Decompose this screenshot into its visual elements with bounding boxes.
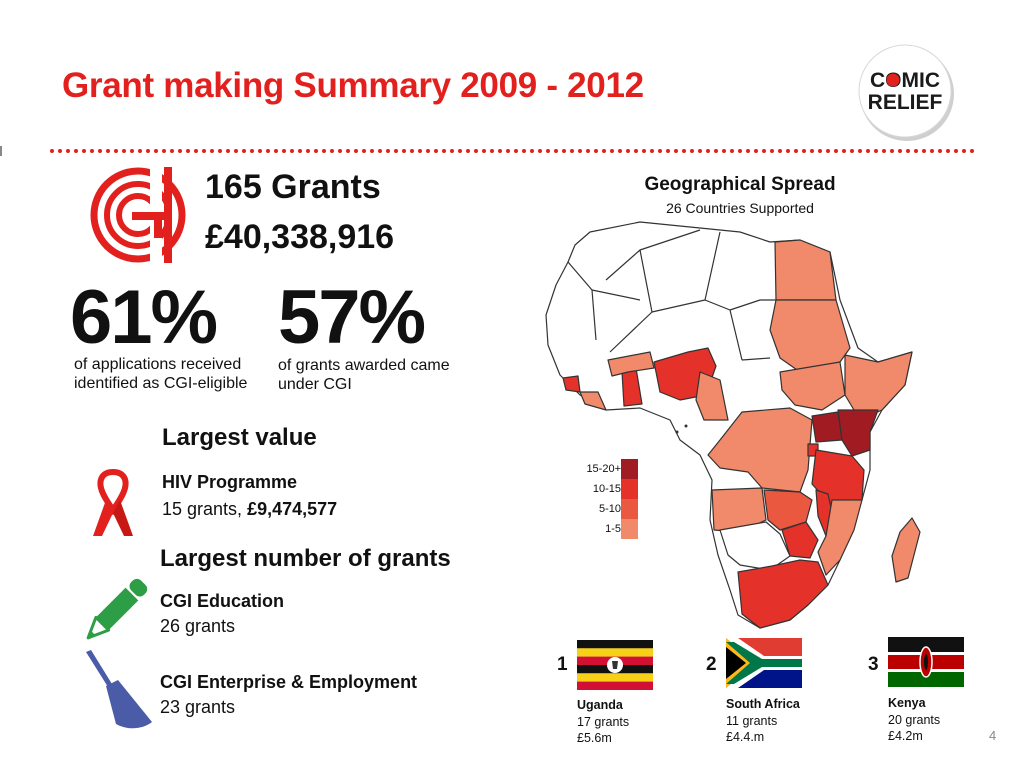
region-burkina <box>607 351 655 377</box>
hiv-grants: 15 grants, <box>162 499 243 519</box>
largest-number-heading: Largest number of grants <box>160 545 451 572</box>
cgi-eligible-caption: of applications received identified as C… <box>74 355 274 393</box>
comic-relief-logo: COMIC RELIEF <box>858 44 954 141</box>
africa-map <box>545 221 921 629</box>
legend-swatch <box>621 499 638 519</box>
country-name: South Africa <box>726 697 800 711</box>
hiv-programme-title: HIV Programme <box>162 472 298 492</box>
pencil-icon <box>86 578 148 640</box>
education-title: CGI Education <box>160 591 285 611</box>
slide-edge-mark <box>0 146 2 156</box>
region-ethiopia <box>844 351 913 421</box>
legend-swatch <box>621 519 638 539</box>
rank-number: 2 <box>706 654 717 675</box>
cgi-logo-icon <box>90 165 186 265</box>
country-grants: 20 grants <box>888 713 941 727</box>
education-grants: 26 grants <box>160 616 236 636</box>
rank-number: 3 <box>868 654 879 675</box>
caption-line: of grants awarded came <box>278 357 450 374</box>
country-amount: £5.6m <box>577 731 612 745</box>
legend-label: 10-15 <box>592 483 621 495</box>
region-uganda <box>811 411 843 443</box>
caption-line: identified as CGI-eligible <box>74 375 248 392</box>
country-grants: 11 grants <box>726 714 778 728</box>
logo-line2: RELIEF <box>868 91 943 114</box>
region-cameroon <box>695 371 729 421</box>
country-amount: £4.2m <box>888 729 923 743</box>
dotted-divider <box>50 149 978 153</box>
map-legend: 15-20+ 10-15 5-10 1-5 <box>565 459 645 541</box>
hiv-amount: £9,474,577 <box>247 499 338 519</box>
page-title: Grant making Summary 2009 - 2012 <box>62 66 644 105</box>
hiv-programme-detail: 15 grants, £9,474,577 <box>162 499 337 520</box>
legend-swatch <box>621 479 638 499</box>
region-south-africa <box>737 559 829 629</box>
map-subtitle: 26 Countries Supported <box>666 200 814 216</box>
region-madagascar <box>891 517 921 583</box>
south-africa-flag-icon <box>726 638 802 688</box>
country-amount: £4.4.m <box>726 730 765 744</box>
cgi-awarded-caption: of grants awarded came under CGI <box>278 356 478 394</box>
logo-line1: COMIC <box>870 69 940 92</box>
region-mozambique <box>817 499 863 576</box>
grants-count: 165 Grants <box>205 168 381 206</box>
caption-line: under CGI <box>278 376 352 393</box>
region-namibia <box>719 521 791 571</box>
country-name: Kenya <box>888 696 926 710</box>
enterprise-title: CGI Enterprise & Employment <box>160 672 418 692</box>
country-grants: 17 grants <box>577 715 630 729</box>
legend-label: 1-5 <box>605 523 621 535</box>
page-number: 4 <box>989 728 997 743</box>
region-kenya <box>837 409 879 457</box>
map-title: Geographical Spread <box>644 174 836 195</box>
legend-label: 15-20+ <box>586 463 621 475</box>
region-egypt <box>774 239 837 301</box>
country-name: Uganda <box>577 698 623 712</box>
legend-label: 5-10 <box>598 503 621 515</box>
cgi-eligible-percent: 61% <box>70 275 218 360</box>
region-south-sudan <box>779 361 846 411</box>
region-liberia <box>579 391 607 411</box>
legend-swatch <box>621 459 638 479</box>
largest-value-heading: Largest value <box>162 424 317 451</box>
region-sierra-leone <box>562 375 581 393</box>
uganda-flag-icon <box>577 640 653 690</box>
kenya-flag-icon <box>888 637 964 687</box>
ribbon-icon <box>93 468 133 536</box>
caption-line: of applications received <box>74 356 242 373</box>
grants-total: £40,338,916 <box>205 218 395 256</box>
enterprise-grants: 23 grants <box>160 697 236 717</box>
trowel-icon <box>86 650 152 729</box>
cgi-awarded-percent: 57% <box>278 275 426 360</box>
rank-number: 1 <box>557 654 568 675</box>
